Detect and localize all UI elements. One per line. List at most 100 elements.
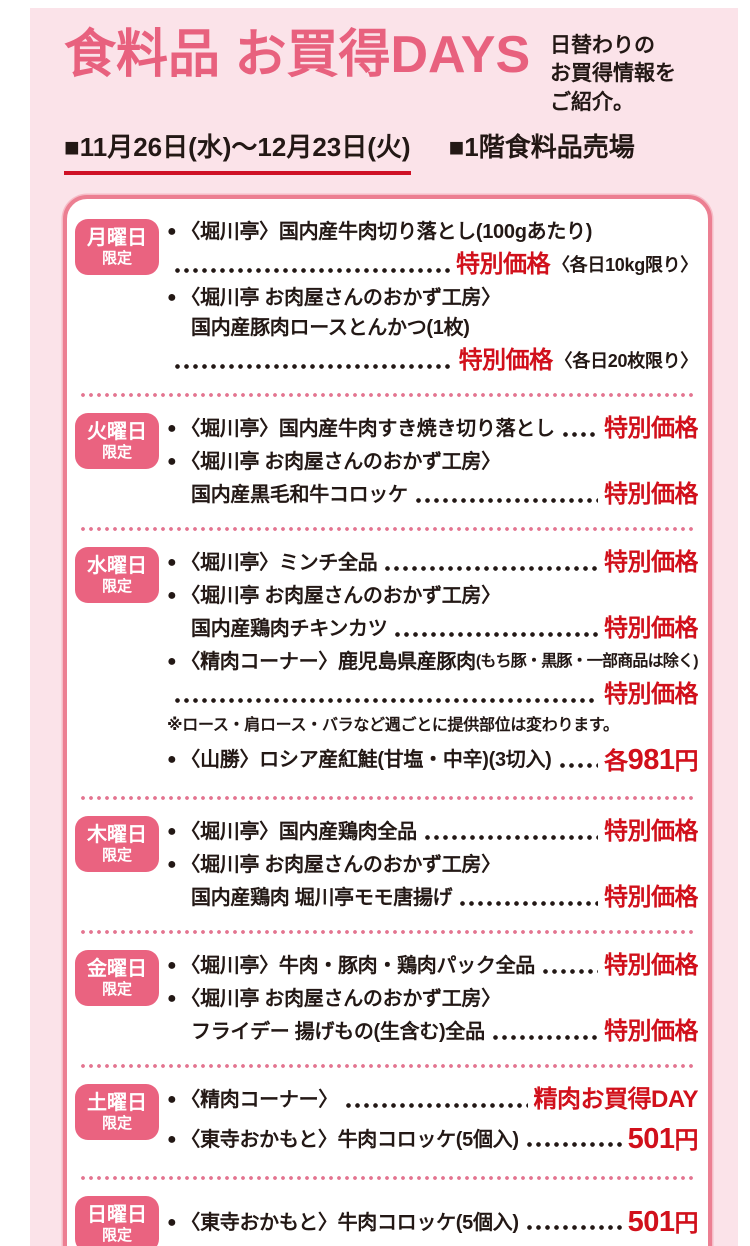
deal-line: ● 〈山勝〉ロシア産紅鮭(甘塩・中辛)(3切入) 各981円 xyxy=(167,739,698,783)
price-label: 特別価格 xyxy=(604,948,698,984)
promo-panel: 食料品 お買得DAYS 日替わりの お買得情報を ご紹介。 ■11月26日(水)… xyxy=(30,8,738,1246)
badge-day-label: 日曜日 xyxy=(87,1203,147,1226)
deal-line: ● 〈堀川亭〉国内産牛肉すき焼き切り落とし 特別価格 xyxy=(167,411,698,447)
bullet-icon: ● xyxy=(167,990,177,1008)
dot-leader xyxy=(173,697,598,703)
deal-line: ● 〈堀川亭〉牛肉・豚肉・鶏肉パック全品 特別価格 xyxy=(167,948,698,984)
deal-lines: ● 〈東寺おかもと〉牛肉コロッケ(5個入) 501円 xyxy=(167,1194,698,1246)
price-label: 特別価格 xyxy=(455,247,551,283)
deal-text: 〈堀川亭 お肉屋さんのおかず工房〉 xyxy=(180,287,501,310)
deal-line: ● 〈堀川亭 お肉屋さんのおかず工房〉 xyxy=(167,283,698,313)
deal-line: ● 〈堀川亭 お肉屋さんのおかず工房〉 xyxy=(167,447,698,477)
deal-line: ● 〈精肉コーナー〉 精肉お買得DAY xyxy=(167,1082,698,1118)
section-monday: 月曜日 限定 ● 〈堀川亭〉国内産牛肉切り落とし(100gあたり) 特別価格 〈各日10k… xyxy=(75,209,698,387)
price-text: 各 xyxy=(604,747,628,775)
dot-leader xyxy=(173,363,453,369)
price-text: 特別価格 xyxy=(458,347,554,375)
dot-leader xyxy=(540,968,598,974)
bullet-icon: ● xyxy=(167,1091,177,1109)
price-suffix: 〈各日10kg限り〉 xyxy=(551,254,698,275)
price-text: 特別価格 xyxy=(604,1018,698,1046)
price-text: 特別価格 xyxy=(455,251,551,279)
intro-line: 日替わりの xyxy=(550,34,655,57)
intro-text: 日替わりの お買得情報を ご紹介。 xyxy=(550,26,728,117)
dateline: ■11月26日(水)〜12月23日(火) ■1階食料品売場 xyxy=(30,117,738,176)
bullet-icon: ● xyxy=(167,289,177,307)
badge-day-label: 水曜日 xyxy=(87,554,147,577)
deals-box: 月曜日 限定 ● 〈堀川亭〉国内産牛肉切り落とし(100gあたり) 特別価格 〈各日10k… xyxy=(63,195,712,1246)
price-text: 特別価格 xyxy=(604,415,698,443)
day-badge: 水曜日 限定 xyxy=(75,547,159,604)
price-label: 特別価格 xyxy=(604,477,698,513)
dot-leader xyxy=(557,762,599,768)
section-tuesday: 火曜日 限定 ● 〈堀川亭〉国内産牛肉すき焼き切り落とし 特別価格 ● 〈堀川亭 お肉屋さん… xyxy=(75,403,698,521)
deal-text: 〈山勝〉ロシア産紅鮭(甘塩・中辛)(3切入) xyxy=(180,749,552,772)
deal-text: 〈堀川亭 お肉屋さんのおかず工房〉 xyxy=(180,585,501,608)
badge-day-label: 金曜日 xyxy=(87,958,147,980)
section-separator xyxy=(79,1064,694,1069)
price-label: 特別価格 xyxy=(604,677,698,713)
deal-line: ● 〈精肉コーナー〉鹿児島県産豚肉 (もち豚・黒豚・一部商品は除く) xyxy=(167,647,698,677)
deal-text: フライデー 揚げもの(生含む)全品 xyxy=(191,1021,485,1044)
deal-lines: ● 〈堀川亭〉国内産鶏肉全品 特別価格 ● 〈堀川亭 お肉屋さんのおかず工房〉 国内産鶏肉… xyxy=(167,814,698,916)
bullet-icon: ● xyxy=(167,751,177,769)
price-number: 501 xyxy=(627,1205,675,1238)
deal-lines: ● 〈堀川亭〉牛肉・豚肉・鶏肉パック全品 特別価格 ● 〈堀川亭 お肉屋さんのおかず工房… xyxy=(167,948,698,1050)
price-text: 特別価格 xyxy=(604,549,698,577)
badge-day-label: 木曜日 xyxy=(87,824,147,846)
deal-text: 国内産豚肉ロースとんかつ(1枚) xyxy=(191,317,470,340)
dot-leader xyxy=(490,1034,598,1040)
deal-line: フライデー 揚げもの(生含む)全品 特別価格 xyxy=(167,1014,698,1050)
day-badge: 金曜日 限定 xyxy=(75,950,159,1007)
deal-line: ● 〈堀川亭 お肉屋さんのおかず工房〉 xyxy=(167,581,698,611)
bullet-icon: ● xyxy=(167,1130,177,1148)
section-separator xyxy=(79,393,694,398)
dot-leader xyxy=(343,1102,528,1108)
bullet-icon: ● xyxy=(167,957,177,975)
dot-leader xyxy=(393,631,598,637)
deal-text: 〈堀川亭〉国内産牛肉すき焼き切り落とし xyxy=(180,418,555,441)
deal-text: 〈堀川亭〉ミンチ全品 xyxy=(180,552,378,575)
deal-lines: ● 〈堀川亭〉国内産牛肉切り落とし(100gあたり) 特別価格 〈各日10kg限り〉 ●… xyxy=(167,217,698,379)
bullet-icon: ● xyxy=(167,587,177,605)
day-badge: 日曜日 限定 xyxy=(75,1195,159,1246)
bullet-icon: ● xyxy=(167,223,177,241)
deal-text: 〈精肉コーナー〉 xyxy=(180,1089,338,1112)
section-friday: 金曜日 限定 ● 〈堀川亭〉牛肉・豚肉・鶏肉パック全品 特別価格 ● 〈堀川亭 お肉屋さんの… xyxy=(75,940,698,1058)
price-label: 特別価格 xyxy=(604,814,698,850)
bullet-icon: ● xyxy=(167,856,177,874)
price-number: 501 xyxy=(627,1123,675,1156)
section-wednesday: 水曜日 限定 ● 〈堀川亭〉ミンチ全品 特別価格 ● 〈堀川亭 お肉屋さんのおかず工房〉 国内… xyxy=(75,537,698,790)
deal-lines: ● 〈堀川亭〉ミンチ全品 特別価格 ● 〈堀川亭 お肉屋さんのおかず工房〉 国内産鶏肉チキ… xyxy=(167,545,698,782)
dot-leader xyxy=(173,267,450,273)
deal-text: 〈堀川亭〉国内産鶏肉全品 xyxy=(180,821,417,844)
badge-day-label: 月曜日 xyxy=(87,226,147,249)
price-text: 特別価格 xyxy=(604,884,698,912)
bullet-icon: ● xyxy=(167,554,177,572)
deal-text: 〈東寺おかもと〉牛肉コロッケ(5個入) xyxy=(180,1128,519,1151)
intro-line: お買得情報を xyxy=(550,62,676,86)
badge-limited-label: 限定 xyxy=(101,1115,132,1132)
badge-day-label: 火曜日 xyxy=(87,420,147,443)
dot-leader xyxy=(422,834,598,840)
badge-limited-label: 限定 xyxy=(101,249,132,267)
deal-line: 国内産鶏肉 堀川亭モモ唐揚げ 特別価格 xyxy=(167,880,698,916)
deal-lines: ● 〈精肉コーナー〉 精肉お買得DAY ● 〈東寺おかもと〉牛肉コロッケ(5個入) 501… xyxy=(167,1082,698,1162)
section-separator xyxy=(79,527,694,532)
note-text: ※ロース・肩ロース・バラなど週ごとに提供部位は変わります。 xyxy=(167,717,619,735)
price-text: 特別価格 xyxy=(604,615,698,643)
price-label: 特別価格 xyxy=(604,611,698,647)
deal-lines: ● 〈堀川亭〉国内産牛肉すき焼き切り落とし 特別価格 ● 〈堀川亭 お肉屋さんのおかず工… xyxy=(167,411,698,513)
badge-limited-label: 限定 xyxy=(101,981,132,998)
day-badge: 月曜日 限定 xyxy=(75,219,159,276)
section-saturday: 土曜日 限定 ● 〈精肉コーナー〉 精肉お買得DAY ● 〈東寺おかもと〉牛肉コロッケ(5個… xyxy=(75,1074,698,1170)
dot-leader xyxy=(524,1225,622,1231)
deal-line: 国内産豚肉ロースとんかつ(1枚) xyxy=(167,313,698,343)
section-sunday: 日曜日 限定 ● 〈東寺おかもと〉牛肉コロッケ(5個入) 501円 xyxy=(75,1186,698,1246)
page-title: 食料品 お買得DAYS xyxy=(64,26,531,84)
deal-line: ● 〈堀川亭 お肉屋さんのおかず工房〉 xyxy=(167,850,698,880)
deal-line: ● 〈堀川亭〉国内産牛肉切り落とし(100gあたり) xyxy=(167,217,698,247)
bullet-icon: ● xyxy=(167,653,177,671)
sale-location: ■1階食料品売場 xyxy=(448,132,635,163)
